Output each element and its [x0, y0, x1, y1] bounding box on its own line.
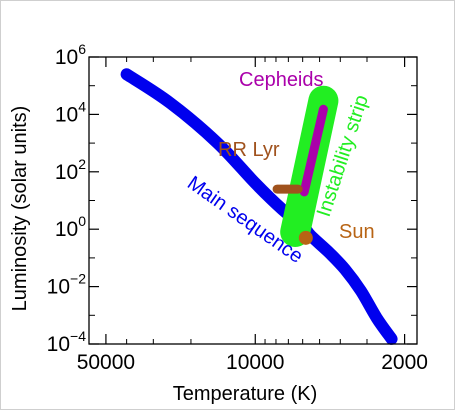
ticks-layer [89, 56, 417, 345]
y-tick-label: 106 [55, 41, 86, 69]
annotation-layer: Main sequence Instability strip Cepheids… [183, 69, 374, 268]
marks-layer [120, 68, 398, 345]
y-tick-label: 100 [55, 213, 86, 241]
y-tick-label: 10−2 [47, 271, 87, 299]
x-axis-title: Temperature (K) [173, 383, 318, 405]
x-tick-label: 50000 [77, 351, 135, 374]
annotation-cepheids: Cepheids [239, 69, 324, 91]
annotation-sun: Sun [339, 221, 375, 243]
x-tick-label: 10000 [226, 351, 284, 374]
x-tick-label: 2000 [381, 351, 428, 374]
labels-layer: 50000 10000 2000 10−4 10−2 100 102 104 106 [47, 41, 428, 374]
y-tick-label: 10−4 [47, 328, 87, 356]
series-cepheids [299, 104, 328, 197]
y-tick-label: 104 [55, 98, 86, 126]
annotation-rr-lyr: RR Lyr [218, 139, 280, 161]
point-sun [298, 230, 313, 245]
y-axis-title: Luminosity (solar units) [9, 106, 31, 312]
y-tick-label: 102 [55, 156, 86, 184]
